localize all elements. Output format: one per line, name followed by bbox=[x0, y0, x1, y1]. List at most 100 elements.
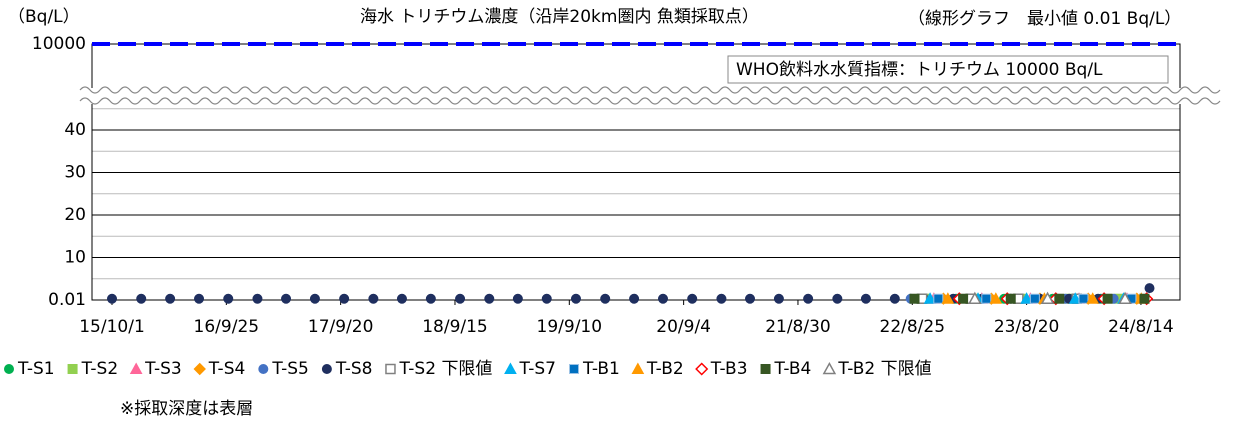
point bbox=[165, 293, 176, 304]
point bbox=[629, 293, 640, 304]
point bbox=[1068, 292, 1082, 304]
legend-marker bbox=[695, 362, 709, 376]
point bbox=[745, 293, 756, 304]
point bbox=[1102, 293, 1113, 304]
x-tick-label: 17/9/20 bbox=[308, 317, 374, 337]
legend-marker bbox=[631, 362, 645, 374]
legend-marker bbox=[569, 364, 580, 374]
y-axis-label: （Bq/L） bbox=[8, 7, 80, 27]
point bbox=[923, 292, 937, 304]
legend-label: T-S2 bbox=[81, 359, 119, 379]
point bbox=[1029, 293, 1040, 304]
x-tick-label: 18/9/15 bbox=[422, 317, 488, 337]
point bbox=[281, 293, 292, 304]
point bbox=[773, 293, 784, 304]
x-tick-label: 15/10/1 bbox=[79, 317, 145, 337]
legend-label: T-S1 bbox=[17, 359, 55, 379]
legend-label: T-S2 下限値 bbox=[398, 359, 492, 379]
axis-break-line bbox=[79, 86, 1221, 94]
x-tick-label: 21/8/30 bbox=[765, 317, 831, 337]
point bbox=[1118, 291, 1132, 304]
point bbox=[309, 293, 320, 304]
point bbox=[512, 293, 523, 304]
y-tick-label: 40 bbox=[64, 120, 86, 140]
point bbox=[889, 293, 900, 304]
x-tick-label: 16/9/25 bbox=[194, 317, 260, 337]
y-tick-label: 10 bbox=[64, 248, 86, 268]
point bbox=[1086, 292, 1100, 304]
point bbox=[909, 293, 920, 304]
point bbox=[1078, 293, 1089, 304]
x-tick-label: 20/9/4 bbox=[656, 317, 711, 337]
axis-break-line bbox=[79, 97, 1221, 105]
legend-label: T-B4 bbox=[774, 359, 812, 379]
point bbox=[425, 293, 436, 304]
point bbox=[600, 293, 611, 304]
legend-marker bbox=[67, 364, 78, 374]
x-tick-label: 22/8/25 bbox=[880, 317, 946, 337]
y-tick-label: 0.01 bbox=[48, 290, 86, 310]
point bbox=[455, 293, 466, 304]
annotation: WHO飲料水水質指標：トリチウム 10000 Bq/L bbox=[736, 60, 1103, 80]
point bbox=[223, 293, 234, 304]
legend-label: T-B2 下限値 bbox=[837, 359, 931, 379]
legend-label: T-S4 bbox=[208, 359, 246, 379]
legend-marker bbox=[193, 362, 206, 376]
legend-label: T-S8 bbox=[335, 359, 373, 379]
legend-label: T-S7 bbox=[518, 359, 556, 379]
x-tick-label: 19/9/10 bbox=[537, 317, 603, 337]
point bbox=[1020, 292, 1033, 304]
point bbox=[396, 293, 407, 304]
legend-marker bbox=[129, 362, 143, 374]
note: ※採取深度は表層 bbox=[120, 399, 253, 419]
legend-marker bbox=[258, 364, 269, 374]
point bbox=[832, 293, 843, 304]
y-tick-label: 20 bbox=[64, 205, 86, 225]
legend-marker bbox=[4, 364, 14, 374]
point bbox=[860, 293, 871, 304]
chart-subtitle: （線形グラフ 最小値 0.01 Bq/L） bbox=[908, 9, 1181, 29]
point bbox=[136, 293, 147, 304]
point bbox=[803, 293, 814, 304]
point bbox=[252, 293, 263, 304]
point bbox=[484, 293, 495, 304]
legend-label: T-B1 bbox=[582, 359, 620, 379]
point bbox=[1144, 283, 1155, 294]
legend-marker bbox=[760, 364, 771, 374]
legend-marker bbox=[321, 364, 332, 374]
point bbox=[716, 293, 727, 304]
point bbox=[1005, 293, 1016, 304]
point bbox=[657, 293, 668, 304]
point bbox=[1054, 293, 1065, 304]
point bbox=[941, 292, 955, 304]
point bbox=[368, 293, 379, 304]
x-tick-label: 24/8/14 bbox=[1108, 317, 1174, 337]
legend-marker bbox=[385, 363, 396, 375]
legend-label: T-S3 bbox=[144, 359, 182, 379]
x-tick-label: 23/8/20 bbox=[994, 317, 1060, 337]
axis-break-gap bbox=[80, 88, 1208, 104]
point bbox=[933, 293, 944, 304]
legend-marker bbox=[504, 362, 517, 374]
y-tick-label: 10000 bbox=[32, 34, 86, 54]
point bbox=[1040, 291, 1055, 304]
point bbox=[194, 293, 205, 304]
point bbox=[570, 293, 581, 304]
legend-label: T-B3 bbox=[710, 359, 748, 379]
chart-title: 海水 トリチウム濃度（沿岸20km圏内 魚類採取点） bbox=[360, 7, 759, 27]
legend-marker bbox=[822, 361, 837, 375]
annotation-box bbox=[727, 55, 1169, 84]
point bbox=[1139, 293, 1150, 304]
point bbox=[989, 292, 1003, 304]
point bbox=[107, 293, 118, 304]
y-tick-label: 30 bbox=[64, 163, 86, 183]
point bbox=[687, 293, 698, 304]
point bbox=[958, 293, 969, 304]
legend-label: T-B2 bbox=[646, 359, 684, 379]
point bbox=[541, 293, 552, 304]
point bbox=[339, 293, 350, 304]
point bbox=[981, 293, 992, 304]
legend-label: T-S5 bbox=[271, 359, 309, 379]
point bbox=[968, 291, 982, 304]
